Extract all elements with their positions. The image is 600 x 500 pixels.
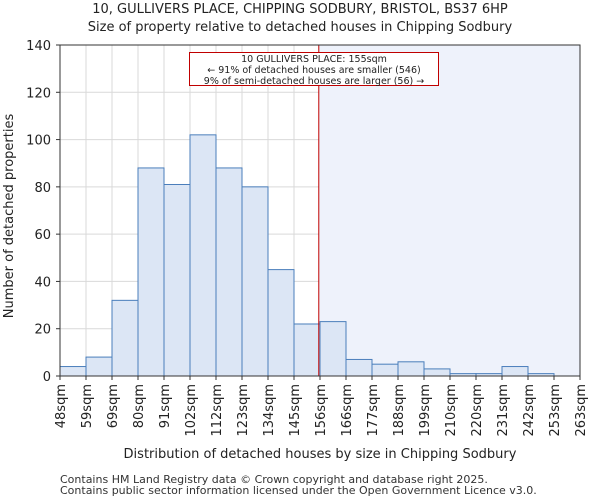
y-tick-label: 140 xyxy=(26,39,51,54)
y-axis-label: Number of detached properties xyxy=(2,114,17,319)
x-tick-label: 80sqm xyxy=(132,384,147,428)
bar-123sqm xyxy=(241,186,269,377)
bar-59sqm xyxy=(85,356,113,377)
bar-231sqm xyxy=(501,366,529,377)
bar-102sqm xyxy=(189,134,217,377)
y-tick-label: 0 xyxy=(43,370,51,385)
x-tick-label: 220sqm xyxy=(470,384,485,437)
x-tick-label: 263sqm xyxy=(574,384,589,437)
bar-199sqm xyxy=(423,368,451,377)
x-tick-label: 112sqm xyxy=(210,384,225,437)
bar-91sqm xyxy=(163,183,191,377)
chart-title-line1: 10, GULLIVERS PLACE, CHIPPING SODBURY, B… xyxy=(92,2,508,17)
x-tick-label: 166sqm xyxy=(340,384,355,437)
x-tick-label: 231sqm xyxy=(496,384,511,437)
x-tick-label: 123sqm xyxy=(236,384,251,437)
x-tick-label: 69sqm xyxy=(106,384,121,428)
annotation-line3: 9% of semi-detached houses are larger (5… xyxy=(203,76,425,87)
x-tick-label: 59sqm xyxy=(80,384,95,428)
bars xyxy=(59,134,555,377)
x-tick-label: 145sqm xyxy=(288,384,303,437)
x-tick-label: 91sqm xyxy=(158,384,173,428)
x-tick-label: 48sqm xyxy=(54,384,69,428)
bar-177sqm xyxy=(371,363,399,377)
y-tick-label: 20 xyxy=(34,323,51,338)
annotation-line1: 10 GULLIVERS PLACE: 155sqm xyxy=(241,54,387,65)
bar-112sqm xyxy=(215,167,243,377)
x-tick-label: 199sqm xyxy=(418,384,433,437)
footer-line1: Contains HM Land Registry data © Crown c… xyxy=(60,473,488,486)
x-tick-label: 242sqm xyxy=(522,384,537,437)
y-tick-label: 60 xyxy=(34,228,51,243)
bar-188sqm xyxy=(397,361,425,377)
x-tick-label: 253sqm xyxy=(548,384,563,437)
x-axis-label: Distribution of detached houses by size … xyxy=(124,447,517,462)
bar-80sqm xyxy=(137,167,165,377)
y-tick-labels: 0 20 40 60 80 100 120 140 xyxy=(26,39,60,385)
footer-line2: Contains public sector information licen… xyxy=(60,484,537,497)
bar-156sqm xyxy=(319,321,347,377)
highlight-region xyxy=(318,45,580,376)
x-tick-label: 156sqm xyxy=(314,384,329,437)
x-tick-label: 177sqm xyxy=(366,384,381,437)
y-tick-label: 40 xyxy=(34,275,51,290)
annotation-line2: ← 91% of detached houses are smaller (54… xyxy=(207,65,421,76)
annotation-box: 10 GULLIVERS PLACE: 155sqm ← 91% of deta… xyxy=(189,52,439,87)
x-tick-label: 102sqm xyxy=(184,384,199,437)
y-tick-label: 80 xyxy=(34,181,51,196)
x-tick-label: 134sqm xyxy=(262,384,277,437)
histogram-chart: 0 20 40 60 80 100 120 140 48sqm 59sqm 69sqm 80sqm 9… xyxy=(2,39,589,462)
y-tick-label: 120 xyxy=(26,86,51,101)
bar-69sqm xyxy=(111,299,139,377)
bar-166sqm xyxy=(345,358,373,377)
y-tick-label: 100 xyxy=(26,134,51,149)
chart-title-line2: Size of property relative to detached ho… xyxy=(87,20,513,35)
x-tick-labels: 48sqm 59sqm 69sqm 80sqm 91sqm 102sqm 112sqm 123… xyxy=(54,376,589,437)
bar-48sqm xyxy=(59,366,87,377)
bar-145sqm xyxy=(293,323,321,377)
x-tick-label: 188sqm xyxy=(392,384,407,437)
bar-134sqm xyxy=(267,269,295,377)
x-tick-label: 210sqm xyxy=(444,384,459,437)
